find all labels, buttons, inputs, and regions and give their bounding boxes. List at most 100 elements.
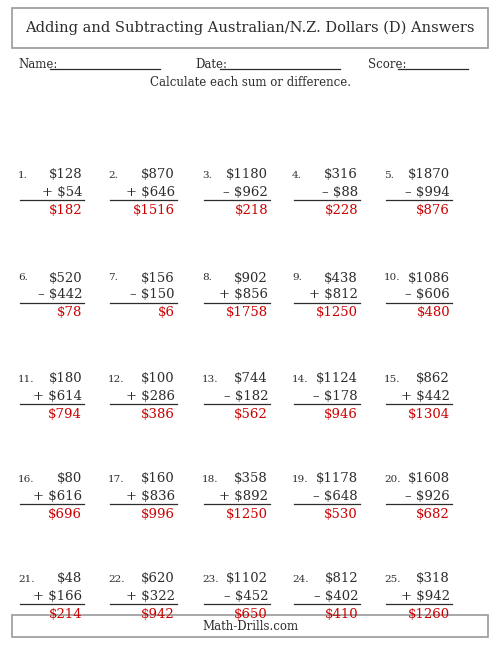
Text: $562: $562	[234, 408, 268, 421]
Text: $386: $386	[141, 408, 175, 421]
Text: – $994: – $994	[405, 186, 450, 199]
Text: 2.: 2.	[108, 171, 118, 179]
Text: Adding and Subtracting Australian/N.Z. Dollars (D) Answers: Adding and Subtracting Australian/N.Z. D…	[25, 21, 475, 35]
Text: $876: $876	[416, 204, 450, 217]
Text: $942: $942	[142, 608, 175, 620]
Text: 10.: 10.	[384, 274, 400, 283]
Text: 24.: 24.	[292, 575, 308, 584]
Text: + $286: + $286	[126, 389, 175, 402]
Text: $1124: $1124	[316, 373, 358, 386]
Text: $1870: $1870	[408, 168, 450, 182]
Text: $1250: $1250	[226, 507, 268, 520]
Text: $1178: $1178	[316, 472, 358, 485]
Text: Math-Drills.com: Math-Drills.com	[202, 619, 298, 633]
Text: $128: $128	[48, 168, 82, 182]
Text: $620: $620	[142, 573, 175, 586]
Text: 14.: 14.	[292, 375, 308, 384]
Text: $316: $316	[324, 168, 358, 182]
Text: + $646: + $646	[126, 186, 175, 199]
Text: $318: $318	[416, 573, 450, 586]
Text: $1516: $1516	[133, 204, 175, 217]
Text: – $962: – $962	[223, 186, 268, 199]
Text: $48: $48	[57, 573, 82, 586]
Text: $1608: $1608	[408, 472, 450, 485]
Text: $650: $650	[234, 608, 268, 620]
Text: – $178: – $178	[314, 389, 358, 402]
Text: $214: $214	[48, 608, 82, 620]
Text: 25.: 25.	[384, 575, 400, 584]
Text: $794: $794	[48, 408, 82, 421]
Text: – $442: – $442	[38, 289, 82, 302]
Text: $946: $946	[324, 408, 358, 421]
Text: 23.: 23.	[202, 575, 218, 584]
Text: $182: $182	[48, 204, 82, 217]
Text: 9.: 9.	[292, 274, 302, 283]
Text: $180: $180	[48, 373, 82, 386]
Text: 22.: 22.	[108, 575, 124, 584]
Text: + $166: + $166	[33, 589, 82, 602]
Text: $1180: $1180	[226, 168, 268, 182]
Text: 15.: 15.	[384, 375, 400, 384]
Text: + $614: + $614	[33, 389, 82, 402]
Text: $100: $100	[142, 373, 175, 386]
Text: $156: $156	[142, 272, 175, 285]
Text: $160: $160	[142, 472, 175, 485]
Text: + $856: + $856	[219, 289, 268, 302]
Text: – $648: – $648	[314, 490, 358, 503]
Text: – $606: – $606	[405, 289, 450, 302]
Text: 7.: 7.	[108, 274, 118, 283]
Text: $480: $480	[416, 307, 450, 320]
Text: $744: $744	[234, 373, 268, 386]
Text: 16.: 16.	[18, 474, 34, 483]
Text: $996: $996	[141, 507, 175, 520]
Text: + $812: + $812	[309, 289, 358, 302]
Text: $80: $80	[57, 472, 82, 485]
Text: Score:: Score:	[368, 58, 406, 71]
Text: $1086: $1086	[408, 272, 450, 285]
Text: – $926: – $926	[405, 490, 450, 503]
Text: – $150: – $150	[130, 289, 175, 302]
Text: + $836: + $836	[126, 490, 175, 503]
Text: + $322: + $322	[126, 589, 175, 602]
Text: $1758: $1758	[226, 307, 268, 320]
Text: $1260: $1260	[408, 608, 450, 620]
Text: Name:: Name:	[18, 58, 58, 71]
Text: – $88: – $88	[322, 186, 358, 199]
Text: 6.: 6.	[18, 274, 28, 283]
Text: $682: $682	[416, 507, 450, 520]
Text: $696: $696	[48, 507, 82, 520]
Text: 13.: 13.	[202, 375, 218, 384]
Text: 1.: 1.	[18, 171, 28, 179]
Text: $902: $902	[234, 272, 268, 285]
Text: Calculate each sum or difference.: Calculate each sum or difference.	[150, 76, 350, 89]
Text: 12.: 12.	[108, 375, 124, 384]
Text: – $452: – $452	[224, 589, 268, 602]
Text: $218: $218	[234, 204, 268, 217]
Text: $228: $228	[324, 204, 358, 217]
Text: + $442: + $442	[401, 389, 450, 402]
Text: $78: $78	[56, 307, 82, 320]
Text: 17.: 17.	[108, 474, 124, 483]
Text: $1304: $1304	[408, 408, 450, 421]
Text: $530: $530	[324, 507, 358, 520]
Text: $358: $358	[234, 472, 268, 485]
Text: 8.: 8.	[202, 274, 212, 283]
Text: + $892: + $892	[219, 490, 268, 503]
Text: + $54: + $54	[42, 186, 82, 199]
Text: + $616: + $616	[33, 490, 82, 503]
Text: 20.: 20.	[384, 474, 400, 483]
Text: + $942: + $942	[401, 589, 450, 602]
Text: 5.: 5.	[384, 171, 394, 179]
Text: 11.: 11.	[18, 375, 34, 384]
Text: Date:: Date:	[195, 58, 227, 71]
Text: 4.: 4.	[292, 171, 302, 179]
FancyBboxPatch shape	[12, 8, 488, 48]
Text: $870: $870	[142, 168, 175, 182]
Text: $410: $410	[324, 608, 358, 620]
Text: $438: $438	[324, 272, 358, 285]
Text: $862: $862	[416, 373, 450, 386]
Text: 3.: 3.	[202, 171, 212, 179]
Text: $6: $6	[158, 307, 175, 320]
Text: – $402: – $402	[314, 589, 358, 602]
Text: 19.: 19.	[292, 474, 308, 483]
